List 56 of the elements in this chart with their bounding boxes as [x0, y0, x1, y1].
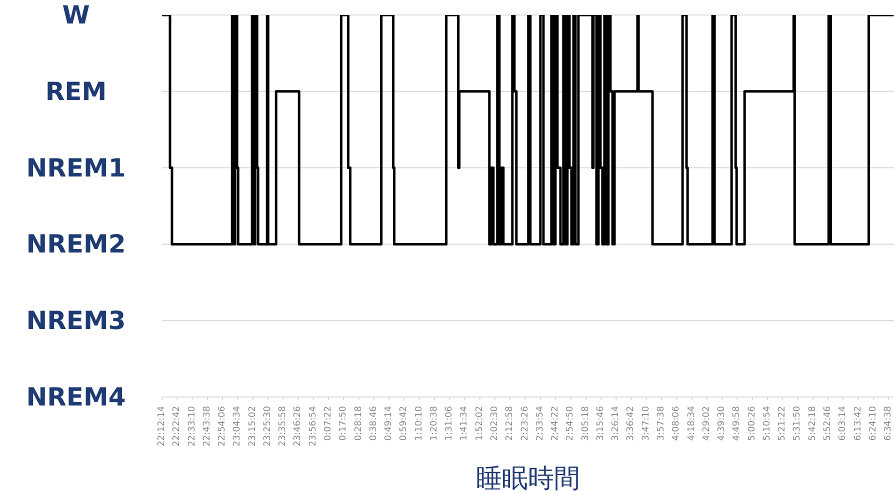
x-axis-title: 睡眠時間 — [476, 464, 580, 491]
x-tick-label: 5:42:18 — [808, 406, 818, 441]
x-tick-label: 6:24:10 — [868, 406, 878, 441]
category-label: REM — [45, 76, 107, 106]
x-tick-label: 5:21:22 — [778, 406, 788, 441]
x-tick-label: 1:41:34 — [460, 406, 470, 441]
x-tick-label: 4:29:02 — [702, 406, 712, 441]
x-tick-label: 3:15:46 — [596, 406, 606, 441]
x-tick-label: 5:00:26 — [747, 406, 758, 441]
x-tick-label: 23:46:26 — [293, 406, 304, 446]
x-tick-label: 22:54:06 — [218, 406, 228, 446]
x-tick-label: 5:52:46 — [823, 406, 834, 441]
x-tick-label: 0:59:42 — [399, 406, 410, 441]
x-tick-label: 6:13:42 — [853, 406, 864, 441]
x-tick-label: 5:10:54 — [762, 406, 772, 441]
x-tick-label: 23:25:30 — [262, 406, 273, 446]
x-tick-label: 4:39:30 — [717, 406, 728, 441]
x-tick-label: 23:15:02 — [248, 406, 258, 446]
x-tick-label: 0:07:22 — [324, 406, 334, 441]
category-label: NREM4 — [26, 382, 126, 412]
x-tick-label: 23:04:34 — [232, 406, 243, 446]
x-tick-label: 2:12:58 — [505, 406, 516, 441]
x-tick-label: 3:36:42 — [626, 406, 636, 441]
x-tick-label: 1:20:38 — [429, 406, 440, 441]
x-tick-label: 0:38:46 — [368, 406, 379, 441]
x-tick-label: 22:33:10 — [187, 406, 198, 446]
category-label: NREM2 — [26, 230, 126, 259]
x-tick-label: 23:35:58 — [278, 406, 288, 446]
x-tick-label: 2:33:54 — [535, 406, 546, 441]
category-label: NREM3 — [26, 306, 126, 336]
x-tick-label: 4:08:06 — [672, 406, 682, 441]
x-tick-label: 3:26:14 — [611, 406, 622, 441]
x-tick-label: 3:57:38 — [656, 406, 667, 441]
x-tick-label: 3:05:18 — [580, 406, 591, 441]
x-tick-label: 22:43:38 — [202, 406, 212, 446]
x-tick-label: 23:56:54 — [308, 406, 318, 446]
x-tick-label: 22:12:14 — [157, 406, 167, 446]
x-tick-label: 1:10:10 — [414, 406, 424, 441]
x-tick-label: 1:52:02 — [474, 406, 485, 441]
x-tick-label: 1:31:06 — [444, 406, 455, 441]
x-tick-label: 2:44:22 — [550, 406, 561, 441]
x-tick-label: 2:54:50 — [566, 406, 576, 441]
x-tick-label: 22:22:42 — [172, 406, 182, 446]
x-tick-label: 0:49:14 — [384, 406, 394, 441]
x-tick-label: 4:18:34 — [686, 406, 697, 441]
x-tick-label: 4:49:58 — [732, 406, 742, 441]
x-tick-label: 0:17:50 — [338, 406, 349, 441]
x-tick-label: 6:03:14 — [838, 406, 848, 441]
category-label: NREM1 — [26, 153, 126, 182]
category-label: W — [62, 0, 90, 30]
x-tick-label: 0:28:18 — [354, 406, 364, 441]
x-tick-label: 3:47:10 — [641, 406, 652, 441]
x-tick-label: 6:34:38 — [884, 406, 894, 441]
x-tick-label: 5:31:50 — [792, 406, 803, 441]
x-tick-label: 2:02:30 — [490, 406, 500, 441]
x-tick-label: 2:23:26 — [520, 406, 530, 441]
